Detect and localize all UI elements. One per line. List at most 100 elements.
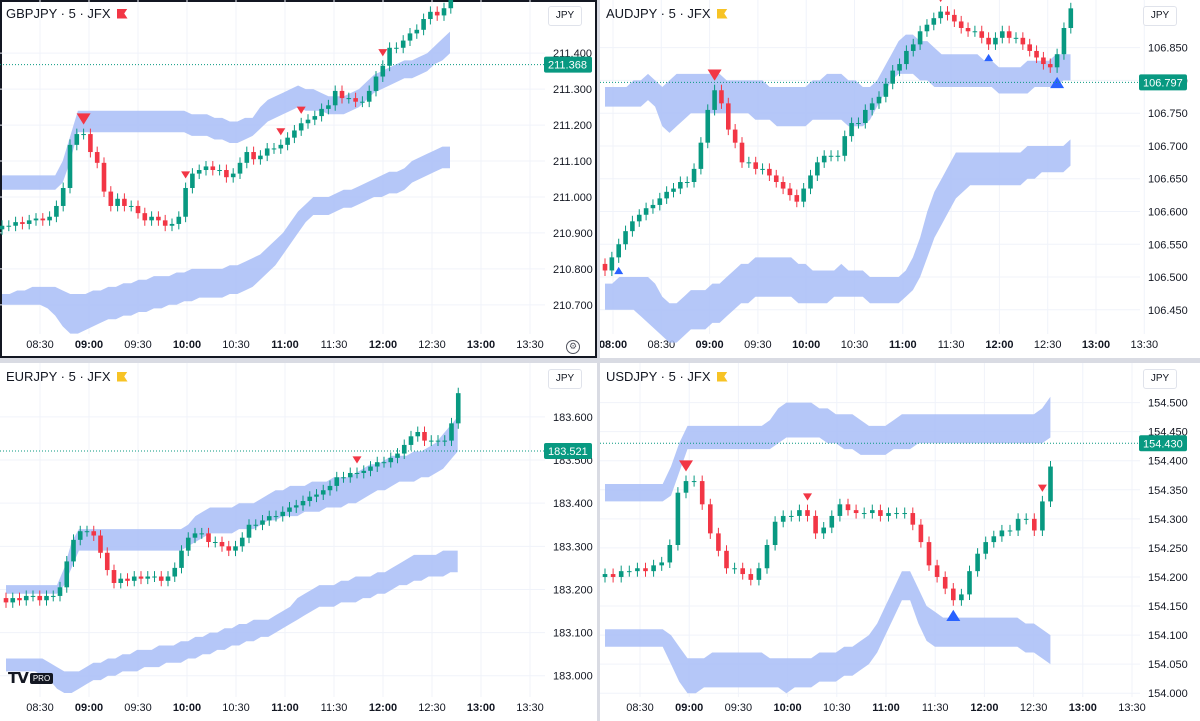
candle-body [334, 477, 340, 486]
candle-body [801, 188, 806, 202]
symbol-title[interactable]: USDJPY · 5 · JFX [606, 369, 728, 384]
sell-signal-triangle [679, 460, 693, 472]
y-tick-label: 154.000 [1148, 688, 1188, 700]
candle-body [878, 510, 883, 516]
y-tick-label: 106.600 [1148, 206, 1188, 218]
candle-body [894, 513, 899, 515]
pane-divider-horizontal[interactable] [0, 358, 1200, 363]
lower-band [605, 571, 1051, 694]
candle-body [732, 568, 737, 570]
symbol-title[interactable]: GBPJPY · 5 · JFX [6, 6, 128, 21]
candle-body [918, 524, 924, 543]
candle-body [60, 187, 66, 206]
symbol-title-text: USDJPY · 5 · JFX [606, 369, 711, 384]
candle-body [354, 472, 360, 474]
chart-pane-audjpy[interactable]: 08:00 08:30 09:00 09:30 10:00 10:30 11:00 11:30… [600, 0, 1200, 358]
x-tick-label: 08:30 [626, 702, 654, 714]
sell-signal-triangle [707, 69, 722, 81]
x-tick-label: 13:00 [467, 702, 495, 714]
candle-body [917, 31, 923, 45]
candle-body [691, 168, 697, 182]
chart-canvas-audjpy[interactable]: 08:00 08:30 09:00 09:30 10:00 10:30 11:00 11:30… [600, 0, 1200, 358]
candle-body [616, 244, 621, 258]
last-price-tag [544, 56, 592, 73]
candle-body [1068, 8, 1074, 28]
candle-body [853, 510, 859, 514]
candle-body [708, 504, 713, 534]
flag-icon[interactable] [116, 371, 128, 382]
chart-canvas-eurjpy[interactable]: 08:30 09:00 09:30 10:00 10:30 11:00 11:30 12:00… [0, 363, 597, 721]
currency-button[interactable]: JPY [1143, 369, 1177, 389]
chart-pane-usdjpy[interactable]: 08:30 09:00 09:30 10:00 10:30 11:00 11:30 12:00… [600, 363, 1200, 721]
lower-band [2, 146, 450, 334]
candle-body [353, 98, 358, 102]
sell-signal-triangle [276, 128, 286, 136]
candle-body [434, 11, 440, 16]
candle-body [959, 594, 964, 601]
flag-icon[interactable] [716, 371, 728, 382]
candle-body [10, 598, 16, 603]
x-tick-label: 09:30 [744, 339, 772, 351]
currency-button[interactable]: JPY [1143, 6, 1177, 26]
x-tick-label: 09:30 [725, 702, 753, 714]
candle-body [172, 567, 178, 577]
candle-body [787, 188, 793, 196]
candle-body [57, 587, 63, 596]
candle-body [635, 568, 640, 572]
candle-body [904, 50, 909, 65]
candle-body [667, 545, 673, 563]
candle-body [339, 90, 345, 99]
candle-body [975, 553, 980, 572]
candle-body [341, 477, 346, 479]
candle-body [165, 576, 171, 581]
sell-signal-triangle [76, 113, 91, 125]
last-price-label: 154.430 [1143, 438, 1183, 450]
candle-body [719, 90, 724, 104]
candle-body [278, 144, 284, 149]
candle-body [748, 574, 754, 580]
candle-body [6, 225, 12, 227]
candle-body [26, 220, 32, 224]
candle-body [185, 537, 191, 551]
y-tick-label: 183.400 [553, 498, 593, 510]
x-tick-label: 11:30 [938, 339, 965, 351]
tv-logo-mark: TV [8, 669, 29, 687]
candle-body [237, 162, 243, 174]
x-tick-label: 12:00 [985, 339, 1013, 351]
currency-button[interactable]: JPY [548, 369, 582, 389]
chart-canvas-gbpjpy[interactable]: 08:30 09:00 09:30 10:00 10:30 11:00 11:30 12:00… [0, 0, 597, 358]
candle-body [135, 205, 141, 214]
candle-body [50, 595, 56, 597]
candle-body [258, 155, 263, 160]
candle-body [805, 510, 810, 516]
upper-band [605, 396, 1051, 502]
candle-body [253, 524, 259, 526]
flag-icon[interactable] [116, 8, 128, 19]
candle-body [138, 576, 144, 579]
candle-body [760, 168, 765, 170]
candle-body [835, 155, 841, 157]
chart-pane-gbpjpy[interactable]: 08:30 09:00 09:30 10:00 10:30 11:00 11:30 12:00… [0, 0, 597, 358]
candle-body [993, 37, 998, 45]
chart-pane-eurjpy[interactable]: 08:30 09:00 09:30 10:00 10:30 11:00 11:30 12:00… [0, 363, 597, 721]
candle-body [122, 198, 127, 206]
candle-body [273, 516, 279, 518]
x-tick-label: 10:30 [222, 339, 250, 351]
currency-button[interactable]: JPY [548, 6, 582, 26]
flag-icon[interactable] [716, 8, 728, 19]
candle-body [675, 492, 681, 545]
candle-body [780, 515, 786, 522]
symbol-title[interactable]: AUDJPY · 5 · JFX [606, 6, 728, 21]
candle-body [128, 205, 134, 207]
candle-body [442, 440, 448, 442]
x-tick-label: 08:30 [26, 339, 54, 351]
tradingview-logo[interactable]: TV PRO [8, 669, 54, 687]
candle-body [740, 568, 745, 575]
symbol-title[interactable]: EURJPY · 5 · JFX [6, 369, 128, 384]
settings-gear-icon[interactable]: ⚙ [566, 340, 580, 354]
candle-body [388, 457, 394, 463]
last-price-tag [544, 442, 592, 459]
pane-divider-vertical[interactable] [597, 0, 600, 721]
chart-canvas-usdjpy[interactable]: 08:30 09:00 09:30 10:00 10:30 11:00 11:30 12:00… [600, 363, 1200, 721]
candle-body [789, 515, 794, 517]
